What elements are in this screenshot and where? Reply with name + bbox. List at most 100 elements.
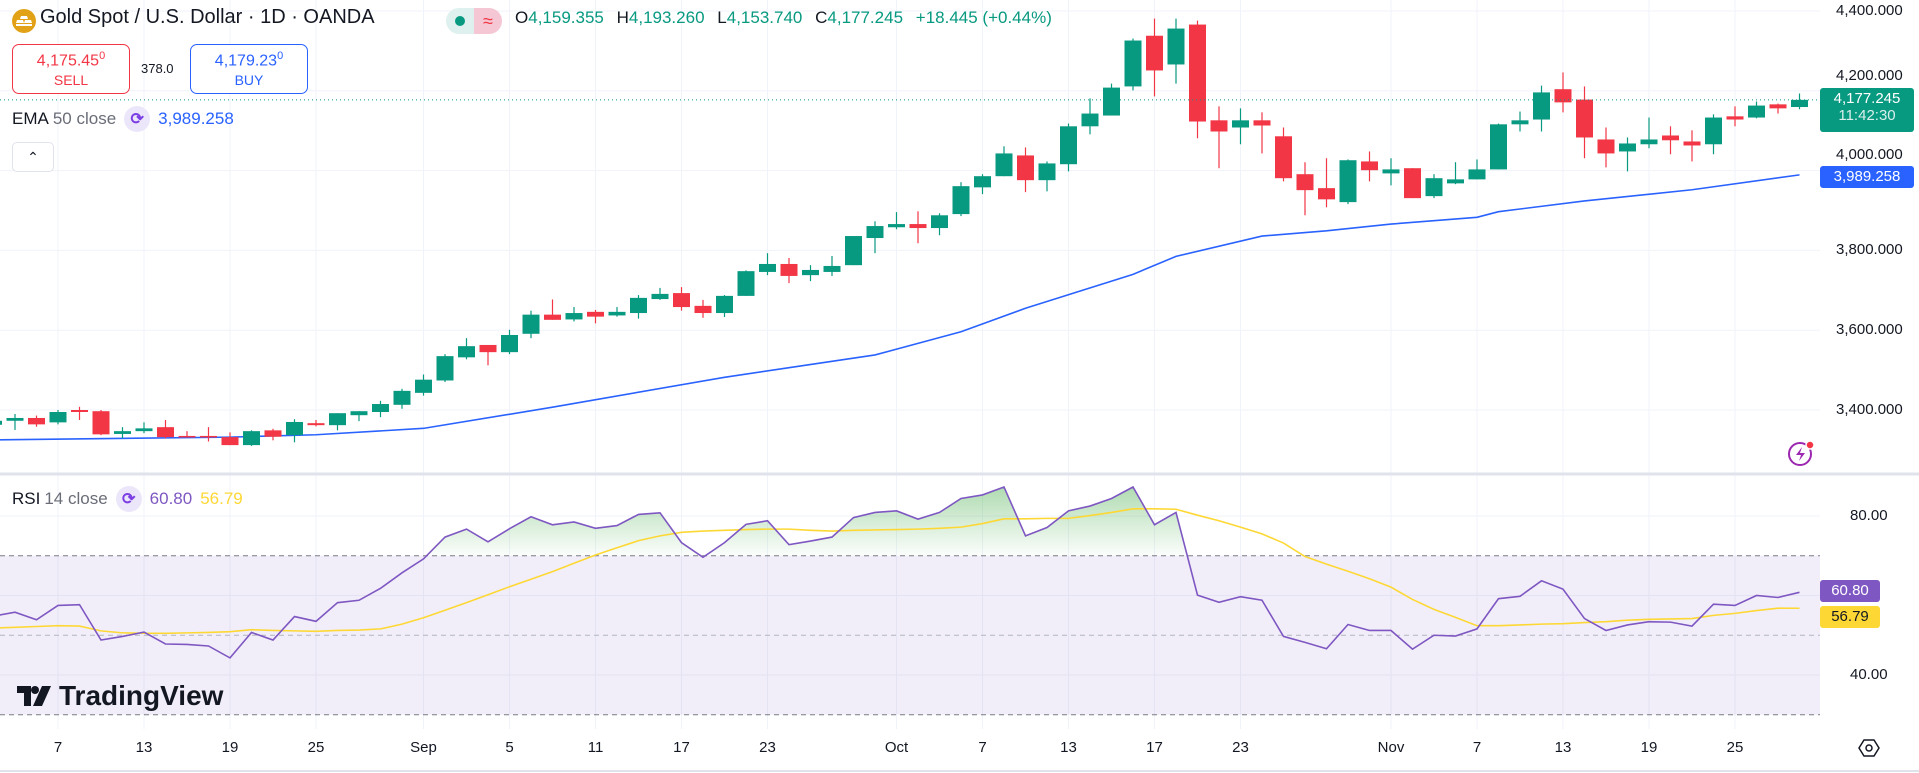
candle-body [630, 297, 647, 314]
rsi-legend[interactable]: RSI 14 close ⟳ 60.80 56.79 [12, 486, 243, 512]
candle-body [1726, 116, 1744, 120]
candle-body [49, 411, 67, 423]
time-axis-label: 19 [221, 739, 239, 756]
collapse-legend-button[interactable]: ⌃ [12, 142, 54, 172]
time-axis-label: 23 [759, 739, 776, 756]
candle [1232, 108, 1249, 145]
candle [544, 299, 561, 320]
candle [608, 307, 626, 317]
change-value: +18.445 (+0.44%) [915, 8, 1052, 27]
candle-body [350, 411, 368, 416]
price-axis-label: 4,200.000 [1836, 67, 1903, 84]
candle [780, 257, 798, 284]
ema-line [0, 174, 1800, 441]
candle [737, 270, 755, 296]
candle [673, 287, 690, 311]
tradingview-logo[interactable]: TradingView [17, 680, 223, 712]
time-axis-label: 13 [1060, 739, 1077, 756]
time-axis-label: 23 [1232, 739, 1249, 756]
candle [1619, 137, 1636, 172]
candle [909, 211, 927, 244]
candle [393, 388, 411, 409]
candle [759, 253, 776, 276]
rsi-value-badge: 60.80 [1820, 580, 1880, 602]
candle-body [1683, 141, 1701, 146]
candle-body [1210, 120, 1228, 132]
candle-body [1769, 104, 1787, 109]
candle-body [393, 390, 411, 405]
candle [952, 182, 970, 217]
delayed-data-icon[interactable]: ≈ [474, 8, 502, 34]
candle-body [1038, 163, 1056, 181]
candle [1339, 159, 1357, 205]
refresh-icon[interactable]: ⟳ [124, 106, 151, 132]
candle-body [200, 435, 217, 438]
candle-body [28, 417, 45, 425]
buy-button[interactable]: 4,179.230 BUY [190, 44, 308, 94]
price-axis-label: 3,400.000 [1836, 401, 1903, 418]
candle-body [1533, 92, 1550, 120]
candle [1103, 83, 1120, 116]
ema-name: EMA [12, 109, 49, 128]
settings-gear-icon[interactable] [1858, 737, 1880, 764]
market-open-icon[interactable] [446, 8, 474, 34]
candle [415, 374, 432, 396]
candle [974, 174, 991, 195]
candle [1554, 72, 1572, 113]
candle-body [651, 293, 669, 300]
candle-body [458, 346, 475, 358]
time-axis-label: Oct [884, 739, 909, 756]
candle-body [608, 311, 626, 316]
candle [694, 299, 712, 318]
candle-body [501, 334, 518, 353]
ema-legend[interactable]: EMA 50 close ⟳ 3,989.258 [12, 106, 234, 132]
symbol-title[interactable]: Gold Spot / U.S. Dollar · 1D · OANDA [40, 6, 375, 28]
candle-body [157, 427, 174, 438]
candle [1640, 117, 1658, 149]
candle-body [1253, 120, 1271, 126]
candle [1124, 38, 1142, 91]
candle-body [931, 215, 948, 229]
sell-button[interactable]: 4,175.450 SELL [12, 44, 130, 94]
low-value: 4,153.740 [726, 8, 803, 27]
price-axis-label: 3,800.000 [1836, 241, 1903, 258]
ema-args: 50 close [52, 109, 117, 128]
candle [1597, 127, 1615, 168]
spread-value: 378.0 [141, 61, 174, 76]
candle [587, 309, 604, 324]
candle-body [1103, 87, 1120, 116]
candle [1060, 123, 1077, 172]
candle-body [1361, 161, 1378, 171]
candle [1318, 158, 1335, 208]
candle [1361, 151, 1378, 182]
candle [1081, 98, 1099, 135]
candle-body [1339, 160, 1357, 203]
time-axis-label: 13 [1554, 739, 1572, 756]
candle [1404, 168, 1421, 199]
candle [0, 420, 2, 425]
candle [28, 415, 45, 427]
high-label: H [616, 8, 629, 27]
candle [845, 236, 862, 266]
buy-price: 4,179.23 [214, 52, 278, 70]
candle [565, 307, 583, 322]
refresh-icon[interactable]: ⟳ [115, 486, 142, 512]
candle [307, 419, 325, 427]
candle-body [1511, 120, 1529, 125]
candle [286, 419, 303, 443]
rsi-axis-label: 40.00 [1850, 666, 1888, 683]
candle [1705, 114, 1722, 155]
candle-body [673, 293, 690, 308]
time-axis-label: Nov [1377, 739, 1405, 756]
ema-price-badge: 3,989.258 [1820, 166, 1914, 188]
candle [888, 212, 905, 230]
candle-body [1619, 143, 1636, 152]
candle [1189, 20, 1206, 139]
candle-body [565, 313, 583, 320]
rsi-axis-label: 80.00 [1850, 507, 1888, 524]
candle [1662, 126, 1679, 155]
status-pills[interactable]: ≈ [446, 8, 502, 34]
lightning-alert-icon[interactable] [1785, 437, 1817, 474]
candle-body [92, 411, 110, 435]
